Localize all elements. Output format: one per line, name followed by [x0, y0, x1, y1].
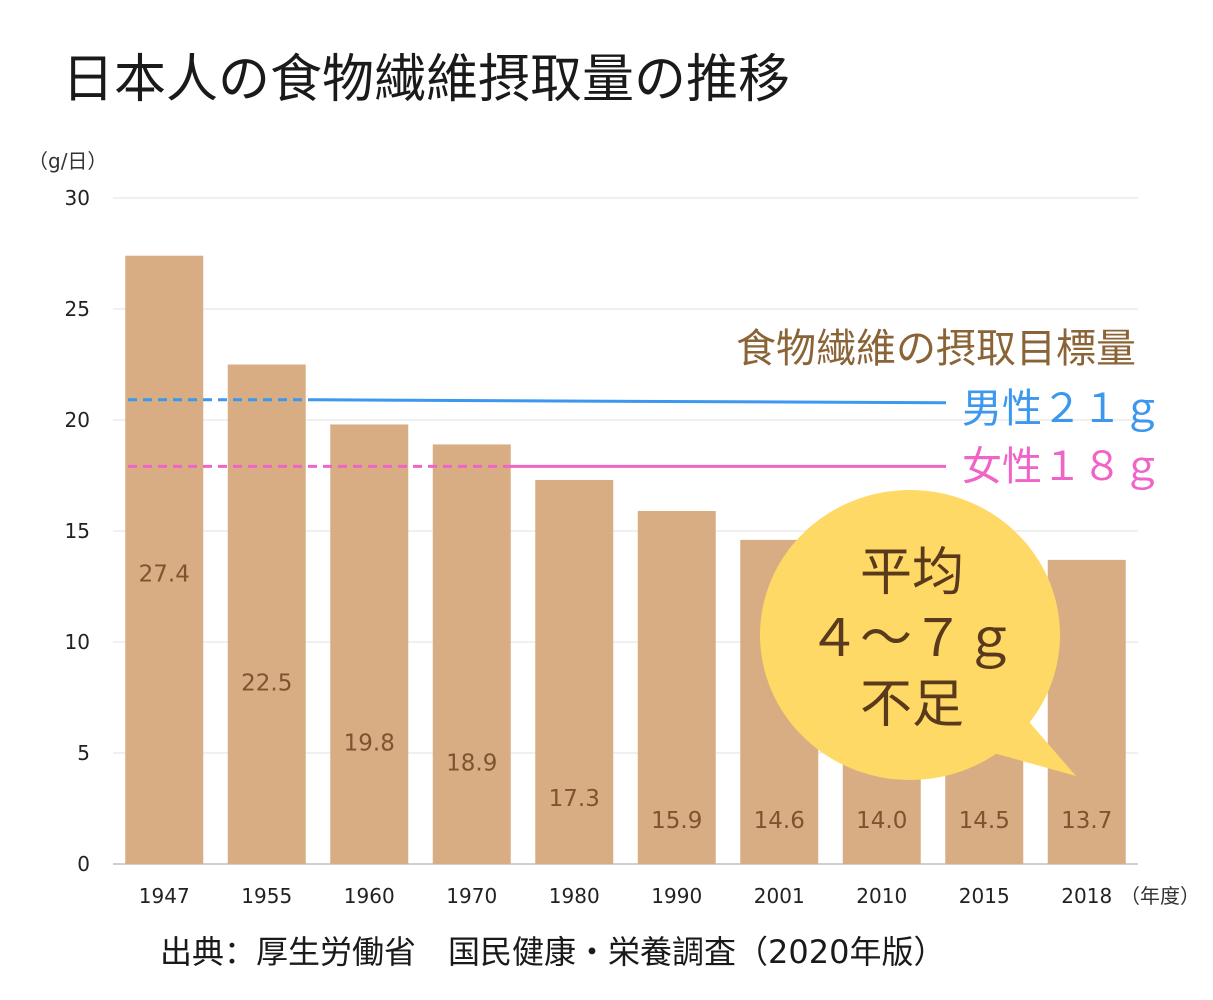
x-tick-label: 2015	[959, 884, 1010, 908]
bar	[1047, 559, 1126, 864]
y-axis-unit: （g/日）	[28, 149, 107, 173]
bar	[637, 511, 716, 864]
bar	[535, 479, 614, 864]
x-tick-label: 1947	[139, 884, 190, 908]
x-tick-label: 1960	[344, 884, 395, 908]
target-lines	[128, 398, 947, 468]
bar-value-label: 15.9	[651, 808, 702, 834]
target-title: 食物繊維の摂取目標量	[736, 326, 1136, 372]
bar-value-label: 27.4	[139, 562, 190, 588]
x-tick-label: 1980	[549, 884, 600, 908]
y-axis-ticks: 0 5 10 15 20 25 30	[65, 186, 90, 876]
bar-value-label: 14.0	[856, 808, 907, 834]
x-tick-label: 1970	[446, 884, 497, 908]
value-labels: 27.4 22.5 19.8 18.9 17.3 15.9 14.6 14.0 14.5 13.7	[139, 562, 1113, 834]
y-tick-label: 10	[65, 630, 90, 654]
x-tick-label: 1990	[651, 884, 702, 908]
annotation-bubble: 平均 ４～７ｇ 不足	[760, 490, 1076, 780]
bar-value-label: 17.3	[549, 786, 600, 812]
bar-value-label: 13.7	[1061, 808, 1112, 834]
bar	[227, 364, 306, 864]
y-tick-label: 0	[77, 852, 90, 876]
y-tick-label: 25	[65, 297, 90, 321]
bubble-tail	[990, 700, 1076, 776]
bar	[432, 444, 511, 864]
bubble-body	[760, 490, 1060, 780]
x-axis-unit: （年度）	[1120, 884, 1200, 908]
y-tick-label: 30	[65, 186, 90, 210]
bar	[125, 255, 204, 865]
source-note: 出典：厚生労働省 国民健康・栄養調査（2020年版）	[160, 933, 945, 971]
bubble-line-2: ４～７ｇ	[808, 609, 1016, 669]
x-axis-ticks: 1947 1955 1960 1970 1980 1990 2001 2010 2015 2018	[139, 884, 1112, 908]
x-tick-label: 1955	[241, 884, 292, 908]
x-tick-label: 2001	[754, 884, 805, 908]
y-tick-label: 15	[65, 519, 90, 543]
x-tick-label: 2018	[1061, 884, 1112, 908]
bar-value-label: 19.8	[344, 730, 395, 756]
bar-value-label: 14.5	[959, 808, 1010, 834]
bar	[330, 424, 409, 864]
y-tick-label: 20	[65, 408, 90, 432]
bubble-line-3: 不足	[860, 675, 964, 735]
male-target-label: 男性２１ｇ	[962, 386, 1162, 432]
y-tick-label: 5	[77, 741, 90, 765]
bubble-line-1: 平均	[860, 543, 964, 603]
x-tick-label: 2010	[856, 884, 907, 908]
bars	[125, 255, 1126, 865]
bar-value-label: 22.5	[241, 671, 292, 697]
male-target-line	[315, 398, 947, 405]
chart-title: 日本人の食物繊維摂取量の推移	[62, 50, 790, 110]
female-target-label: 女性１８ｇ	[962, 444, 1162, 490]
bar-value-label: 18.9	[446, 750, 497, 776]
bar-value-label: 14.6	[754, 808, 805, 834]
